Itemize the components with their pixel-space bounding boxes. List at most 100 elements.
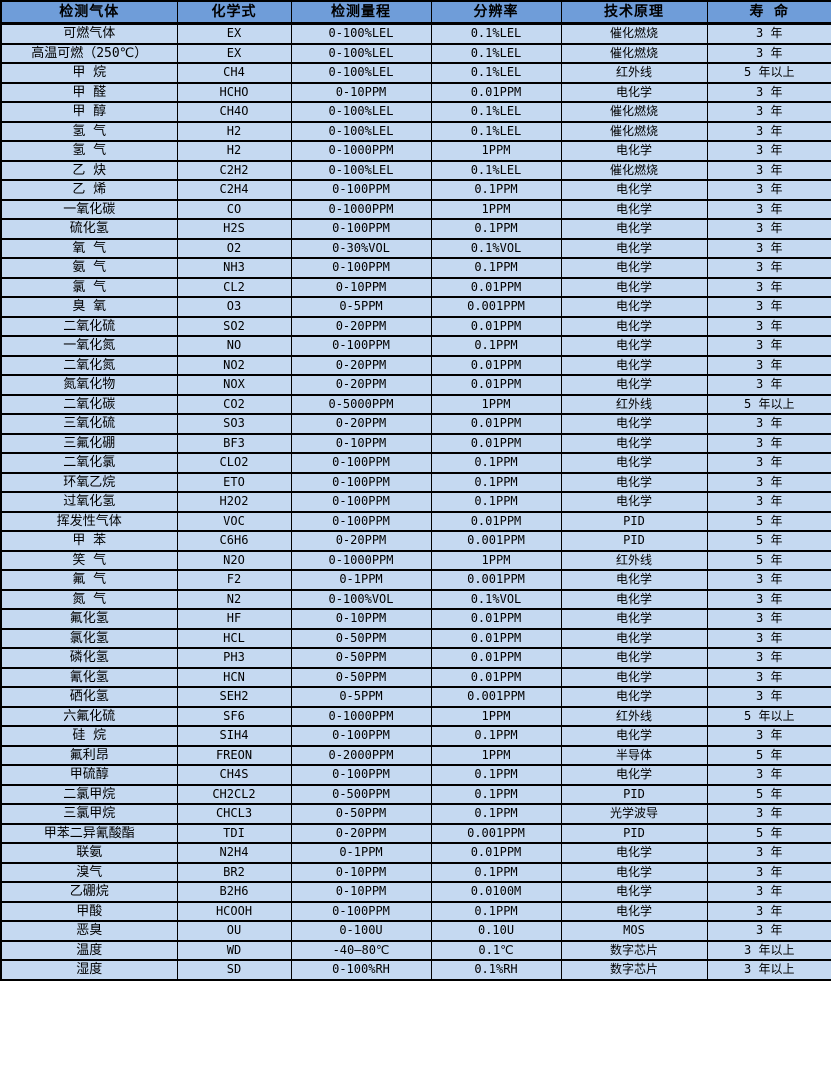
- cell-formula: N2: [176, 588, 292, 610]
- cell-lifespan: 3 年: [706, 686, 831, 708]
- cell-lifespan: 3 年: [706, 588, 831, 610]
- cell-formula: F2: [176, 569, 292, 591]
- cell-resolution: 0.01PPM: [430, 81, 562, 103]
- cell-range: 0-50PPM: [290, 803, 432, 825]
- table-row: 氟 气 F2 0-1PPM 0.001PPM 电化学 3 年: [0, 569, 831, 591]
- cell-formula: B2H6: [176, 881, 292, 903]
- cell-gas: 联氨: [0, 842, 178, 864]
- cell-formula: C6H6: [176, 530, 292, 552]
- cell-range: 0-100U: [290, 920, 432, 942]
- cell-principle: 电化学: [560, 198, 708, 220]
- table-row: 三氯甲烷 CHCL3 0-50PPM 0.1PPM 光学波导 3 年: [0, 803, 831, 825]
- cell-lifespan: 3 年: [706, 413, 831, 435]
- column-header-lifespan: 寿 命: [706, 0, 831, 25]
- cell-gas: 二氧化氮: [0, 354, 178, 376]
- cell-principle: 电化学: [560, 491, 708, 513]
- cell-lifespan: 3 年以上: [706, 939, 831, 961]
- table-row: 高温可燃（250℃） EX 0-100%LEL 0.1%LEL 催化燃烧 3 年: [0, 42, 831, 64]
- table-row: 硒化氢 SEH2 0-5PPM 0.001PPM 电化学 3 年: [0, 686, 831, 708]
- table-row: 溴气 BR2 0-10PPM 0.1PPM 电化学 3 年: [0, 861, 831, 883]
- cell-gas: 氟利昂: [0, 744, 178, 766]
- cell-lifespan: 5 年: [706, 822, 831, 844]
- table-row: 硅 烷 SIH4 0-100PPM 0.1PPM 电化学 3 年: [0, 725, 831, 747]
- cell-resolution: 0.1PPM: [430, 764, 562, 786]
- cell-gas: 乙 烯: [0, 179, 178, 201]
- cell-range: 0-30%VOL: [290, 237, 432, 259]
- cell-resolution: 0.001PPM: [430, 686, 562, 708]
- cell-formula: HCHO: [176, 81, 292, 103]
- cell-lifespan: 3 年: [706, 666, 831, 688]
- cell-resolution: 0.1%LEL: [430, 62, 562, 84]
- cell-lifespan: 5 年: [706, 510, 831, 532]
- cell-principle: 电化学: [560, 237, 708, 259]
- cell-formula: O3: [176, 296, 292, 318]
- table-row: 氟利昂 FREON 0-2000PPM 1PPM 半导体 5 年: [0, 744, 831, 766]
- cell-range: 0-50PPM: [290, 666, 432, 688]
- gas-sensor-spec-table: 检测气体 化学式 检测量程 分辨率 技术原理寿 命 可燃气体 EX 0-100%LEL 0.1…: [0, 0, 831, 981]
- cell-resolution: 0.1%VOL: [430, 237, 562, 259]
- table-row: 甲硫醇 CH4S 0-100PPM 0.1PPM 电化学 3 年: [0, 764, 831, 786]
- cell-lifespan: 3 年: [706, 452, 831, 474]
- cell-principle: 电化学: [560, 374, 708, 396]
- cell-lifespan: 3 年: [706, 569, 831, 591]
- table-row: 二氯甲烷 CH2CL2 0-500PPM 0.1PPM PID 5 年: [0, 783, 831, 805]
- cell-range: 0-10PPM: [290, 608, 432, 630]
- cell-lifespan: 5 年: [706, 744, 831, 766]
- cell-range: 0-100PPM: [290, 179, 432, 201]
- cell-gas: 硫化氢: [0, 218, 178, 240]
- cell-principle: 电化学: [560, 179, 708, 201]
- cell-lifespan: 3 年: [706, 725, 831, 747]
- cell-range: 0-20PPM: [290, 530, 432, 552]
- cell-resolution: 0.01PPM: [430, 627, 562, 649]
- cell-formula: SO3: [176, 413, 292, 435]
- cell-principle: 电化学: [560, 315, 708, 337]
- table-row: 氮氧化物 NOX 0-20PPM 0.01PPM 电化学 3 年: [0, 374, 831, 396]
- cell-gas: 高温可燃（250℃）: [0, 42, 178, 64]
- cell-principle: 红外线: [560, 393, 708, 415]
- cell-formula: TDI: [176, 822, 292, 844]
- table-row: 甲 醇 CH4O 0-100%LEL 0.1%LEL 催化燃烧 3 年: [0, 101, 831, 123]
- cell-principle: 电化学: [560, 335, 708, 357]
- cell-resolution: 0.1PPM: [430, 725, 562, 747]
- cell-resolution: 0.1%VOL: [430, 588, 562, 610]
- cell-lifespan: 3 年: [706, 296, 831, 318]
- cell-range: 0-1000PPM: [290, 549, 432, 571]
- cell-lifespan: 3 年: [706, 237, 831, 259]
- table-row: 氯化氢 HCL 0-50PPM 0.01PPM 电化学 3 年: [0, 627, 831, 649]
- cell-lifespan: 3 年: [706, 803, 831, 825]
- cell-gas: 甲 醇: [0, 101, 178, 123]
- cell-lifespan: 3 年: [706, 218, 831, 240]
- cell-range: 0-1PPM: [290, 569, 432, 591]
- cell-range: 0-20PPM: [290, 354, 432, 376]
- table-row: 氯 气 CL2 0-10PPM 0.01PPM 电化学 3 年: [0, 276, 831, 298]
- cell-formula: EX: [176, 42, 292, 64]
- table-row: 硫化氢 H2S 0-100PPM 0.1PPM 电化学 3 年: [0, 218, 831, 240]
- cell-gas: 过氧化氢: [0, 491, 178, 513]
- cell-formula: SF6: [176, 705, 292, 727]
- cell-resolution: 0.1PPM: [430, 218, 562, 240]
- cell-lifespan: 3 年: [706, 198, 831, 220]
- table-row: 温度 WD -40—80℃ 0.1℃ 数字芯片 3 年以上: [0, 939, 831, 961]
- cell-lifespan: 3 年: [706, 608, 831, 630]
- cell-lifespan: 5 年以上: [706, 62, 831, 84]
- cell-range: 0-50PPM: [290, 647, 432, 669]
- cell-gas: 湿度: [0, 959, 178, 981]
- column-header-range: 检测量程: [290, 0, 432, 25]
- cell-lifespan: 3 年: [706, 881, 831, 903]
- cell-lifespan: 3 年: [706, 471, 831, 493]
- cell-gas: 氟 气: [0, 569, 178, 591]
- cell-range: 0-10PPM: [290, 276, 432, 298]
- cell-gas: 乙硼烷: [0, 881, 178, 903]
- cell-resolution: 0.1%LEL: [430, 42, 562, 64]
- cell-principle: 数字芯片: [560, 939, 708, 961]
- cell-resolution: 0.1%LEL: [430, 120, 562, 142]
- cell-principle: 催化燃烧: [560, 42, 708, 64]
- cell-range: 0-20PPM: [290, 315, 432, 337]
- cell-gas: 甲苯二异氰酸酯: [0, 822, 178, 844]
- cell-resolution: 0.01PPM: [430, 842, 562, 864]
- cell-resolution: 0.01PPM: [430, 647, 562, 669]
- cell-principle: 电化学: [560, 588, 708, 610]
- cell-lifespan: 3 年以上: [706, 959, 831, 981]
- cell-gas: 硒化氢: [0, 686, 178, 708]
- table-row: 氧 气 O2 0-30%VOL 0.1%VOL 电化学 3 年: [0, 237, 831, 259]
